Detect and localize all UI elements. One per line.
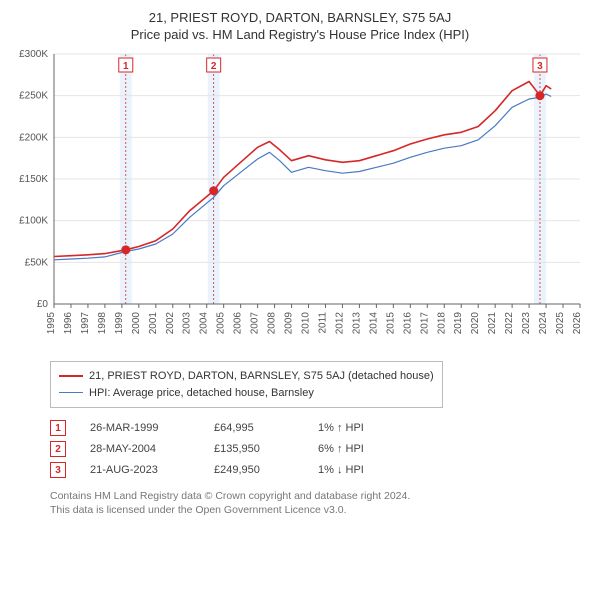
svg-text:2006: 2006 — [233, 312, 244, 335]
chart-title-subtitle: Price paid vs. HM Land Registry's House … — [10, 27, 590, 42]
svg-text:2009: 2009 — [284, 312, 295, 335]
legend-item: HPI: Average price, detached house, Barn… — [59, 385, 434, 402]
sale-vs-hpi: 1% ↑ HPI — [318, 418, 408, 439]
page: 21, PRIEST ROYD, DARTON, BARNSLEY, S75 5… — [0, 0, 600, 527]
disclaimer: Contains HM Land Registry data © Crown c… — [50, 489, 590, 517]
svg-text:1999: 1999 — [114, 312, 125, 335]
svg-text:£0: £0 — [37, 299, 49, 310]
svg-text:2013: 2013 — [351, 312, 362, 335]
sale-price: £135,950 — [214, 439, 294, 460]
sale-vs-hpi: 1% ↓ HPI — [318, 460, 408, 481]
svg-text:2019: 2019 — [453, 312, 464, 335]
svg-text:2010: 2010 — [301, 312, 312, 335]
svg-text:2008: 2008 — [267, 312, 278, 335]
svg-text:2011: 2011 — [317, 312, 328, 334]
sale-row: 3 21-AUG-2023 £249,950 1% ↓ HPI — [50, 460, 590, 481]
chart: £0 £50K £100K £150K £200K £250K £300K 1995 1996 1… — [10, 48, 590, 353]
svg-text:2007: 2007 — [250, 312, 261, 335]
svg-text:2014: 2014 — [368, 312, 379, 335]
svg-text:2012: 2012 — [334, 312, 345, 335]
svg-text:2016: 2016 — [402, 312, 413, 335]
sale-row: 1 26-MAR-1999 £64,995 1% ↑ HPI — [50, 418, 590, 439]
svg-text:1997: 1997 — [80, 312, 91, 335]
svg-text:2003: 2003 — [182, 312, 193, 335]
svg-text:3: 3 — [537, 61, 543, 72]
sale-marker-badge: 2 — [50, 441, 66, 457]
legend-item: 21, PRIEST ROYD, DARTON, BARNSLEY, S75 5… — [59, 368, 434, 385]
svg-text:2025: 2025 — [555, 312, 566, 335]
svg-text:1998: 1998 — [97, 312, 108, 335]
svg-text:2020: 2020 — [470, 312, 481, 335]
legend-label: 21, PRIEST ROYD, DARTON, BARNSLEY, S75 5… — [89, 368, 434, 385]
disclaimer-line: This data is licensed under the Open Gov… — [50, 503, 590, 517]
svg-text:2021: 2021 — [487, 312, 498, 335]
disclaimer-line: Contains HM Land Registry data © Crown c… — [50, 489, 590, 503]
sale-price: £64,995 — [214, 418, 294, 439]
svg-text:£100K: £100K — [19, 216, 48, 227]
sale-date: 28-MAY-2004 — [90, 439, 190, 460]
svg-text:£50K: £50K — [25, 257, 49, 268]
svg-text:1: 1 — [123, 61, 129, 72]
svg-text:2024: 2024 — [538, 312, 549, 335]
legend: 21, PRIEST ROYD, DARTON, BARNSLEY, S75 5… — [50, 361, 443, 408]
sale-date: 26-MAR-1999 — [90, 418, 190, 439]
legend-label: HPI: Average price, detached house, Barn… — [89, 385, 314, 402]
svg-text:£250K: £250K — [19, 91, 48, 102]
svg-text:1995: 1995 — [46, 312, 57, 335]
svg-text:2004: 2004 — [199, 312, 210, 335]
svg-text:1996: 1996 — [63, 312, 74, 335]
legend-swatch — [59, 375, 83, 377]
sales-table: 1 26-MAR-1999 £64,995 1% ↑ HPI 2 28-MAY-2004 £… — [50, 418, 590, 481]
sale-date: 21-AUG-2023 — [90, 460, 190, 481]
legend-swatch — [59, 392, 83, 393]
svg-text:2022: 2022 — [504, 312, 515, 335]
sale-row: 2 28-MAY-2004 £135,950 6% ↑ HPI — [50, 439, 590, 460]
svg-text:2002: 2002 — [165, 312, 176, 335]
sale-price: £249,950 — [214, 460, 294, 481]
svg-text:£300K: £300K — [19, 49, 48, 60]
sale-marker-badge: 3 — [50, 462, 66, 478]
svg-text:2001: 2001 — [148, 312, 159, 335]
svg-text:2000: 2000 — [131, 312, 142, 335]
svg-text:2: 2 — [211, 61, 217, 72]
svg-text:2017: 2017 — [419, 312, 430, 335]
svg-text:£200K: £200K — [19, 132, 48, 143]
svg-text:2005: 2005 — [216, 312, 227, 335]
svg-text:£150K: £150K — [19, 174, 48, 185]
svg-text:2015: 2015 — [385, 312, 396, 335]
sale-marker-badge: 1 — [50, 420, 66, 436]
chart-title-address: 21, PRIEST ROYD, DARTON, BARNSLEY, S75 5… — [10, 10, 590, 25]
svg-text:2023: 2023 — [521, 312, 532, 335]
svg-text:2026: 2026 — [572, 312, 583, 335]
sale-vs-hpi: 6% ↑ HPI — [318, 439, 408, 460]
chart-svg: £0 £50K £100K £150K £200K £250K £300K 1995 1996 1… — [10, 48, 590, 348]
svg-text:2018: 2018 — [436, 312, 447, 335]
